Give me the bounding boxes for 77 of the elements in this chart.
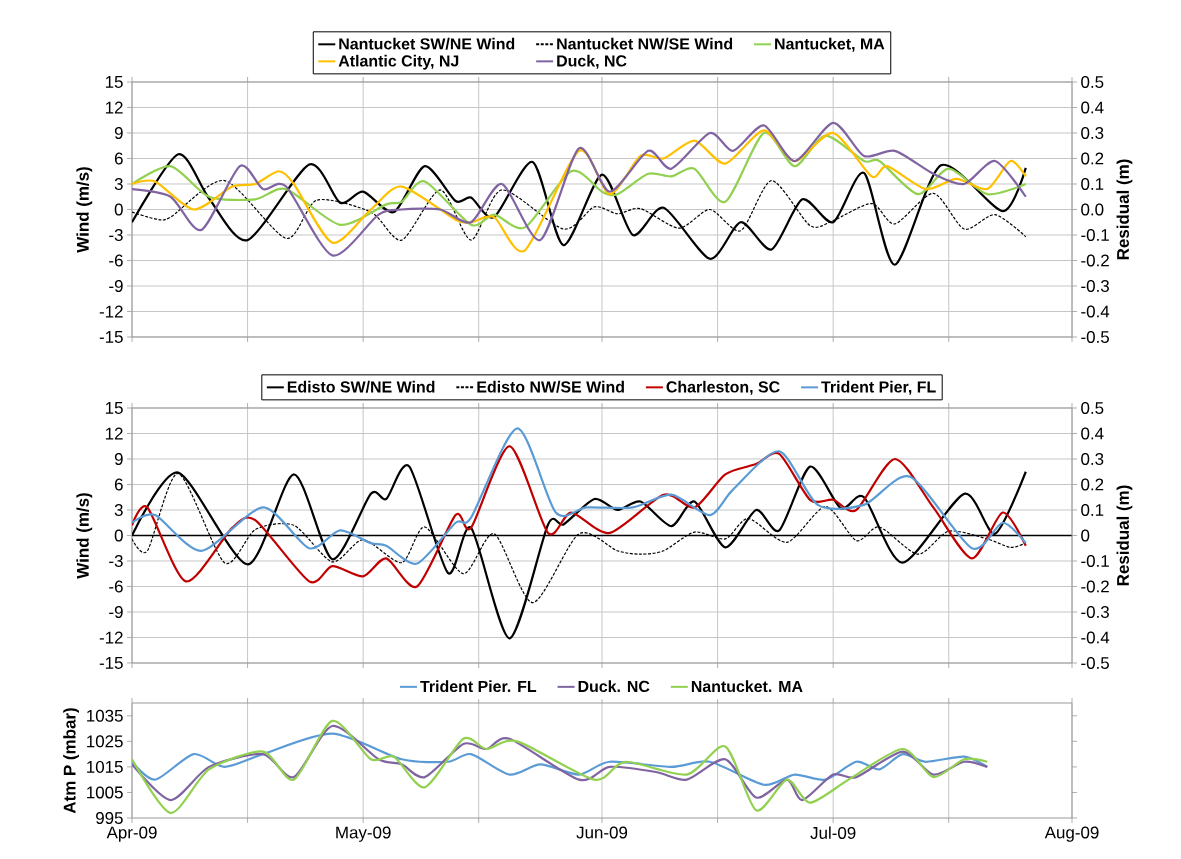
y-tick-label: 0: [114, 203, 123, 216]
y2-tick-label: 0.0: [1081, 203, 1104, 216]
y2-tick-label: 0.4: [1081, 101, 1104, 114]
y-tick-label: -15: [99, 331, 123, 343]
y-tick-label: 1005: [87, 786, 123, 799]
legend-label: Trident Pier, FL: [821, 380, 936, 395]
line-series: [132, 427, 1027, 565]
legend-label: Trident Pier. FL: [420, 680, 537, 693]
line-series: [132, 131, 1027, 229]
y2-tick-label: 0.3: [1081, 453, 1104, 465]
y-tick-label: -12: [99, 305, 123, 318]
y-axis-title: Wind (m/s): [76, 493, 93, 579]
y2-tick-label: -0.2: [1081, 254, 1109, 267]
y2-tick-label: 0.2: [1081, 478, 1104, 491]
legend-label: Duck, NC: [557, 54, 627, 69]
y-tick-label: 15: [105, 402, 123, 414]
y-tick-label: 3: [114, 178, 123, 190]
y-tick-label: 3: [114, 504, 123, 516]
y2-tick-label: -0.1: [1081, 555, 1109, 567]
y2-tick-label: 0.5: [1081, 402, 1104, 414]
x-tick-label: Jun-09: [576, 826, 628, 839]
y-tick-label: 995: [96, 812, 123, 824]
y2-axis-title: Residual (m): [1116, 485, 1133, 586]
y2-tick-label: -0.4: [1081, 305, 1110, 318]
y-tick-label: 6: [114, 478, 123, 491]
y-tick-label: -9: [109, 280, 123, 292]
legend-label: Charleston, SC: [666, 380, 780, 395]
y2-tick-label: -0.4: [1081, 631, 1110, 644]
x-tick-label: Jul-09: [810, 826, 856, 839]
y2-tick-label: 0.4: [1081, 427, 1104, 440]
y2-tick-label: 0: [1081, 529, 1090, 542]
y-tick-label: 9: [114, 126, 123, 139]
y-tick-label: -6: [109, 580, 123, 593]
x-tick-label: Apr-09: [106, 826, 157, 842]
line-series: [132, 445, 1027, 588]
line-series: [132, 719, 989, 814]
y2-tick-label: -0.1: [1081, 229, 1109, 241]
line-series: [132, 153, 1027, 266]
y2-tick-label: -0.2: [1081, 580, 1109, 593]
y-axis-title: Atm P (mbar): [63, 708, 79, 814]
y-tick-label: 15: [105, 76, 123, 88]
y-tick-label: 9: [114, 453, 123, 465]
y-tick-label: 1025: [87, 735, 123, 748]
x-tick-label: Aug-09: [1044, 826, 1099, 842]
y-tick-label: 12: [105, 101, 123, 114]
y2-tick-label: 0.3: [1081, 127, 1104, 139]
x-tick-label: May-09: [336, 826, 391, 842]
y-tick-label: -6: [109, 254, 123, 267]
legend-label: Atlantic City, NJ: [338, 54, 459, 70]
y2-tick-label: -0.5: [1081, 657, 1109, 669]
y2-axis-title: Residual (m): [1116, 159, 1133, 260]
line-series: [132, 724, 989, 802]
legend-label: Nantucket, MA: [775, 37, 885, 52]
y-tick-label: 1035: [87, 709, 123, 722]
legend-label: Nantucket. MA: [691, 680, 803, 693]
y-tick-label: -12: [99, 631, 123, 644]
y2-tick-label: 0.1: [1081, 178, 1104, 190]
legend-label: Edisto NW/SE Wind: [477, 380, 624, 393]
y-tick-label: -15: [99, 657, 123, 669]
y-tick-label: 6: [114, 152, 123, 165]
legend-label: Duck. NC: [578, 680, 650, 693]
legend-label: Edisto SW/NE Wind: [287, 380, 435, 393]
y2-tick-label: -0.3: [1081, 280, 1109, 292]
y-tick-label: 12: [105, 427, 123, 440]
y2-tick-label: 0.5: [1081, 76, 1104, 88]
y2-tick-label: 0.2: [1081, 152, 1104, 165]
y-tick-label: -3: [109, 229, 123, 241]
y-tick-label: 1015: [87, 760, 123, 773]
y-tick-label: -9: [109, 606, 123, 618]
y2-tick-label: 0.1: [1081, 504, 1104, 516]
legend-label: Nantucket NW/SE Wind: [557, 37, 733, 50]
legend-label: Nantucket SW/NE Wind: [339, 37, 515, 50]
y2-tick-label: -0.5: [1081, 330, 1109, 343]
y-axis-title: Wind (m/s): [76, 167, 93, 253]
y2-tick-label: -0.3: [1081, 606, 1109, 618]
y-tick-label: -3: [109, 555, 123, 567]
y-tick-label: 0: [114, 529, 123, 542]
